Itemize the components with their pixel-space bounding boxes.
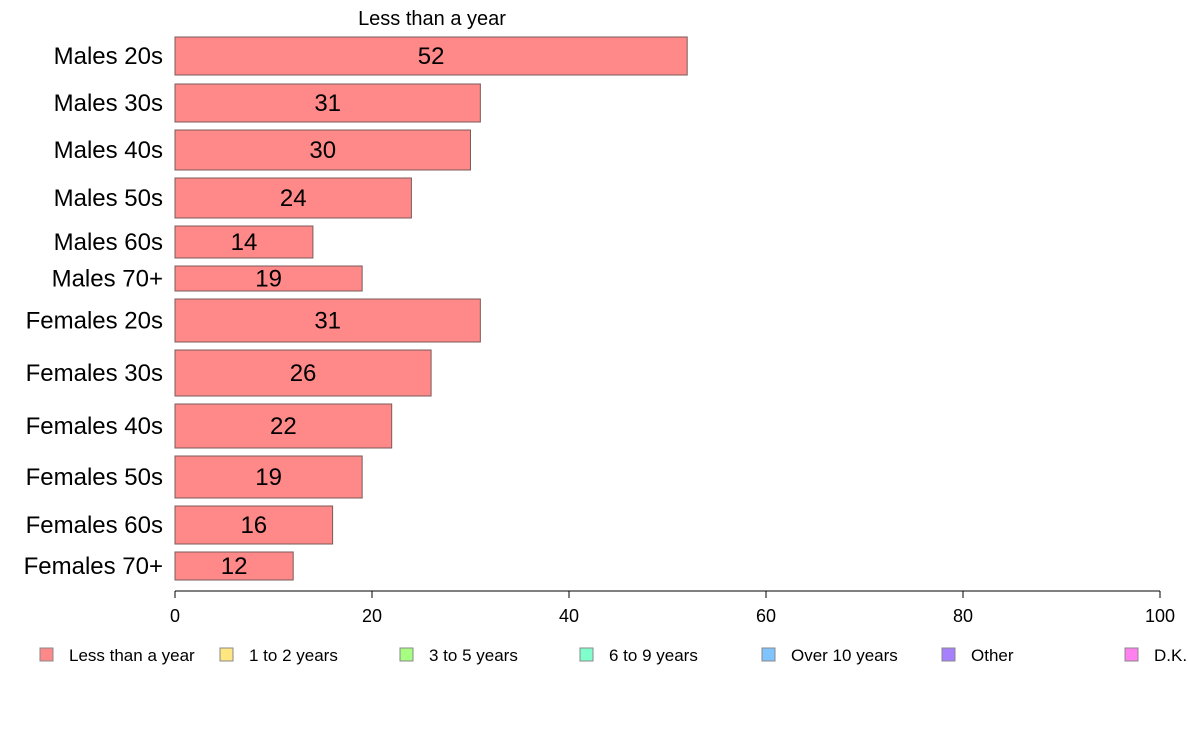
legend-label: 3 to 5 years: [429, 646, 518, 665]
legend-label: 1 to 2 years: [249, 646, 338, 665]
category-label: Males 40s: [54, 137, 163, 164]
chart-title: Less than a year: [358, 8, 506, 30]
value-label: 30: [309, 137, 336, 164]
bar: [174, 505, 334, 545]
category-label: Females 50s: [26, 464, 163, 491]
bar: [174, 551, 294, 581]
bars-group: Males 20s 52 Males 30s 31 Males 40s 30 Males 5…: [24, 36, 688, 581]
value-label: 31: [314, 90, 341, 117]
category-label: Females 70+: [24, 553, 163, 580]
legend-label: Other: [971, 646, 1014, 665]
bar: [174, 298, 481, 343]
bar: [174, 455, 363, 499]
legend-swatch: [399, 647, 414, 662]
category-label: Males 60s: [54, 229, 163, 256]
legend-label: D.K.: [1154, 646, 1187, 665]
x-tick-label: 40: [559, 606, 579, 626]
category-label: Males 20s: [54, 43, 163, 70]
legend-label: 6 to 9 years: [609, 646, 698, 665]
legend-swatch: [39, 647, 54, 662]
bar: [174, 36, 688, 76]
legend-swatch: [941, 647, 956, 662]
bar: [174, 403, 393, 449]
legend-swatch: [579, 647, 594, 662]
value-label: 19: [255, 266, 282, 293]
category-label: Females 30s: [26, 360, 163, 387]
value-label: 31: [314, 308, 341, 335]
x-tick-label: 60: [756, 606, 776, 626]
value-label: 14: [231, 229, 258, 256]
legend-swatch: [219, 647, 234, 662]
value-label: 26: [290, 360, 317, 387]
value-label: 24: [280, 185, 307, 212]
x-tick-label: 80: [953, 606, 973, 626]
category-label: Males 30s: [54, 90, 163, 117]
x-tick-label: 20: [362, 606, 382, 626]
bar: [174, 129, 471, 171]
bar: [174, 349, 432, 397]
legend: Less than a year 1 to 2 years 3 to 5 years…: [39, 646, 1187, 665]
bar: [174, 225, 314, 259]
x-tick-label: 100: [1145, 606, 1175, 626]
category-label: Females 40s: [26, 413, 163, 440]
legend-label: Less than a year: [69, 646, 195, 665]
legend-swatch: [761, 647, 776, 662]
value-label: 12: [221, 553, 248, 580]
bar: [174, 83, 481, 123]
value-label: 52: [418, 43, 445, 70]
category-label: Females 60s: [26, 512, 163, 539]
legend-swatch: [1124, 647, 1139, 662]
bar: [174, 265, 363, 292]
value-label: 19: [255, 464, 282, 491]
x-tick-label: 0: [170, 606, 180, 626]
value-label: 16: [240, 512, 267, 539]
bar: [174, 177, 412, 219]
x-axis: 0 20 40 60 80 100: [170, 590, 1175, 626]
value-label: 22: [270, 413, 297, 440]
category-label: Males 50s: [54, 185, 163, 212]
legend-label: Over 10 years: [791, 646, 898, 665]
category-label: Males 70+: [52, 266, 163, 293]
category-label: Females 20s: [26, 308, 163, 335]
